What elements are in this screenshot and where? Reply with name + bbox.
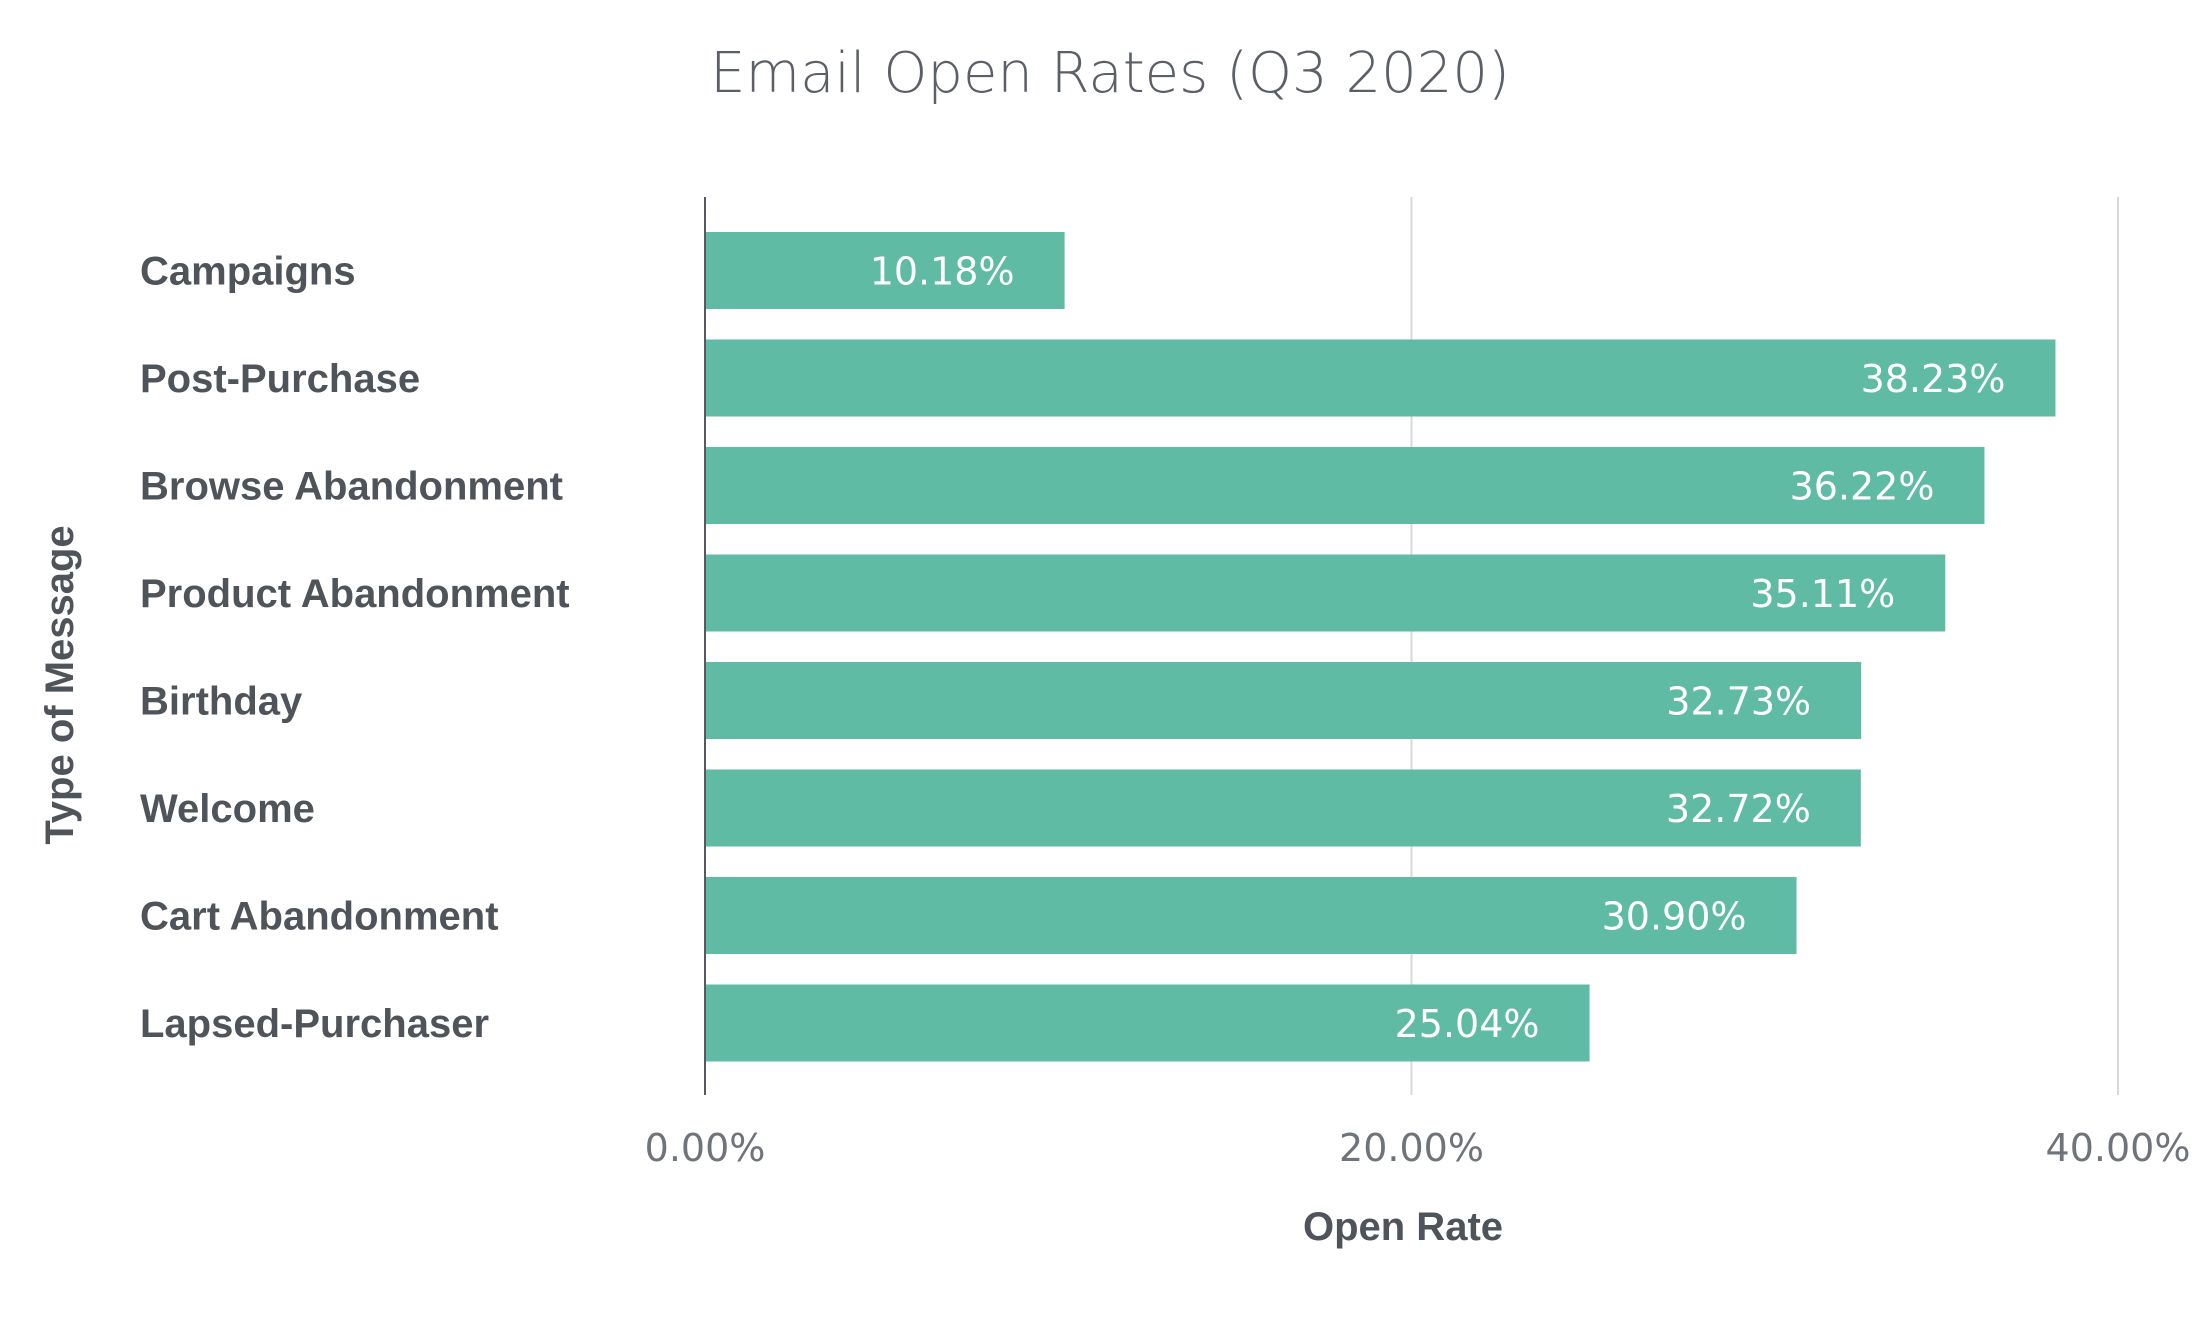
bar	[705, 769, 1861, 847]
y-axis-title: Type of Message	[38, 525, 82, 844]
category-label: Welcome	[140, 787, 315, 831]
data-label: 38.23%	[1861, 357, 2006, 401]
category-label: Post-Purchase	[140, 357, 420, 401]
bar	[705, 554, 1946, 632]
x-tick-labels: 0.00% 20.00% 40.00%	[645, 1126, 2191, 1170]
bar	[705, 232, 1065, 309]
data-label: 30.90%	[1602, 895, 1747, 939]
category-label: Browse Abandonment	[140, 465, 563, 509]
data-label: 32.73%	[1666, 680, 1811, 724]
gridlines	[1410, 197, 2119, 1095]
x-tick-label: 0.00%	[645, 1126, 766, 1170]
bar	[705, 339, 2056, 417]
x-tick-label: 40.00%	[2046, 1126, 2191, 1170]
bar	[705, 447, 1985, 524]
category-label: Cart Abandonment	[140, 895, 499, 939]
data-label: 36.22%	[1790, 465, 1935, 509]
category-label: Campaigns	[140, 250, 356, 294]
data-label: 35.11%	[1750, 572, 1895, 616]
data-label: 10.18%	[870, 250, 1015, 294]
bar	[705, 877, 1797, 954]
bar	[705, 662, 1862, 739]
chart-title: Email Open Rates (Q3 2020)	[710, 41, 1510, 106]
bars	[705, 232, 2056, 1062]
bar	[705, 984, 1590, 1062]
x-axis-title: Open Rate	[1303, 1205, 1503, 1249]
category-label: Birthday	[140, 680, 303, 724]
value-labels: 10.18% 38.23% 36.22% 35.11% 32.73% 32.72% 30.9…	[870, 250, 2006, 1047]
x-tick-label: 20.00%	[1339, 1126, 1484, 1170]
data-label: 25.04%	[1395, 1002, 1540, 1046]
data-label: 32.72%	[1666, 787, 1811, 831]
category-label: Lapsed-Purchaser	[140, 1002, 489, 1046]
category-labels: Campaigns Post-Purchase Browse Abandonment…	[140, 250, 570, 1047]
category-label: Product Abandonment	[140, 572, 570, 616]
